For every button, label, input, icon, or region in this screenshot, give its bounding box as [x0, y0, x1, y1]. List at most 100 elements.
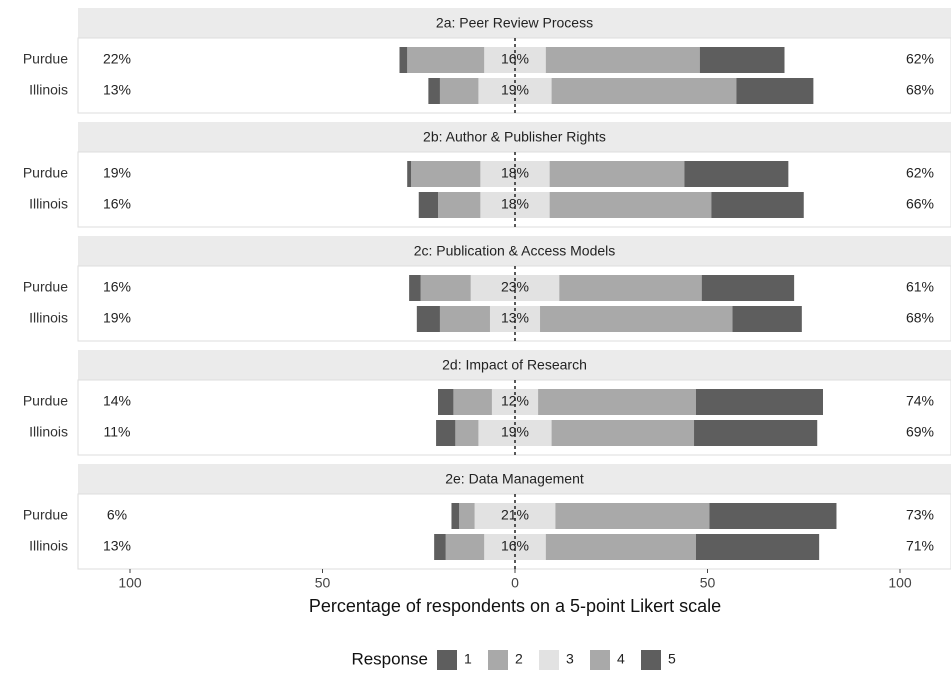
- row-label: Purdue: [23, 51, 68, 67]
- high-label: 73%: [906, 507, 934, 523]
- bar-segment: [695, 389, 823, 415]
- bar-segment: [551, 420, 695, 446]
- neutral-label: 18%: [501, 196, 529, 212]
- row-label: Illinois: [29, 196, 68, 212]
- bar-segment: [540, 306, 733, 332]
- bar-segment: [411, 161, 481, 187]
- bar-segment: [399, 47, 408, 73]
- high-label: 69%: [906, 424, 934, 440]
- bar-segment: [407, 161, 412, 187]
- low-label: 16%: [103, 196, 131, 212]
- legend-label: 5: [668, 651, 676, 667]
- x-tick-label: 100: [118, 575, 142, 591]
- bar-segment: [438, 192, 481, 218]
- bar-segment: [439, 306, 490, 332]
- low-label: 19%: [103, 310, 131, 326]
- row-label: Purdue: [23, 393, 68, 409]
- legend-swatch: [437, 650, 457, 670]
- bar-segment: [711, 192, 804, 218]
- low-label: 19%: [103, 165, 131, 181]
- row-label: Illinois: [29, 538, 68, 554]
- bar-segment: [545, 47, 700, 73]
- strip: [78, 8, 951, 38]
- panel-title: 2e: Data Management: [445, 471, 584, 487]
- legend-swatch: [488, 650, 508, 670]
- bar-segment: [699, 47, 785, 73]
- bar-segment: [436, 420, 456, 446]
- bar-segment: [545, 534, 696, 560]
- row-label: Purdue: [23, 507, 68, 523]
- legend-title: Response: [351, 649, 428, 668]
- low-label: 16%: [103, 279, 131, 295]
- legend-swatch: [590, 650, 610, 670]
- neutral-label: 19%: [501, 424, 529, 440]
- strip: [78, 236, 951, 266]
- bar-segment: [555, 503, 710, 529]
- bar-segment: [551, 78, 737, 104]
- x-tick-label: 50: [700, 575, 716, 591]
- x-tick-label: 50: [315, 575, 331, 591]
- bar-segment: [732, 306, 802, 332]
- high-label: 62%: [906, 51, 934, 67]
- row-label: Illinois: [29, 82, 68, 98]
- bar-segment: [420, 275, 471, 301]
- bar-segment: [694, 420, 818, 446]
- high-label: 61%: [906, 279, 934, 295]
- bar-segment: [409, 275, 421, 301]
- bar-segment: [701, 275, 795, 301]
- bar-segment: [736, 78, 814, 104]
- bar-segment: [407, 47, 485, 73]
- bar-segment: [559, 275, 702, 301]
- neutral-label: 13%: [501, 310, 529, 326]
- high-label: 68%: [906, 310, 934, 326]
- row-label: Purdue: [23, 279, 68, 295]
- panel-title: 2c: Publication & Access Models: [414, 243, 616, 259]
- x-tick-label: 100: [888, 575, 912, 591]
- bar-segment: [416, 306, 440, 332]
- bar-segment: [538, 389, 696, 415]
- panel-title: 2b: Author & Publisher Rights: [423, 129, 606, 145]
- bar-segment: [438, 389, 454, 415]
- legend-label: 4: [617, 651, 625, 667]
- panel-title: 2d: Impact of Research: [442, 357, 587, 373]
- legend-label: 1: [464, 651, 472, 667]
- strip: [78, 122, 951, 152]
- high-label: 74%: [906, 393, 934, 409]
- bar-segment: [434, 534, 446, 560]
- legend-swatch: [539, 650, 559, 670]
- row-label: Illinois: [29, 310, 68, 326]
- row-label: Illinois: [29, 424, 68, 440]
- neutral-label: 19%: [501, 82, 529, 98]
- strip: [78, 464, 951, 494]
- bar-segment: [709, 503, 837, 529]
- x-axis-label: Percentage of respondents on a 5-point L…: [309, 596, 721, 616]
- low-label: 22%: [103, 51, 131, 67]
- legend-swatch: [641, 650, 661, 670]
- strip: [78, 350, 951, 380]
- low-label: 13%: [103, 82, 131, 98]
- row-label: Purdue: [23, 165, 68, 181]
- low-label: 11%: [104, 424, 131, 440]
- bar-segment: [418, 192, 438, 218]
- bar-segment: [455, 420, 479, 446]
- x-tick-label: 0: [511, 575, 519, 591]
- bar-segment: [445, 534, 485, 560]
- low-label: 14%: [103, 393, 131, 409]
- bar-segment: [439, 78, 479, 104]
- bar-segment: [549, 161, 685, 187]
- neutral-label: 16%: [501, 538, 529, 554]
- bar-segment: [428, 78, 440, 104]
- legend-label: 2: [515, 651, 523, 667]
- legend-label: 3: [566, 651, 574, 667]
- high-label: 68%: [906, 82, 934, 98]
- high-label: 66%: [906, 196, 934, 212]
- bar-segment: [684, 161, 789, 187]
- low-label: 13%: [103, 538, 131, 554]
- panel-title: 2a: Peer Review Process: [436, 15, 593, 31]
- bar-segment: [453, 389, 492, 415]
- bar-segment: [451, 503, 460, 529]
- high-label: 71%: [906, 538, 934, 554]
- low-label: 6%: [107, 507, 127, 523]
- bar-segment: [459, 503, 475, 529]
